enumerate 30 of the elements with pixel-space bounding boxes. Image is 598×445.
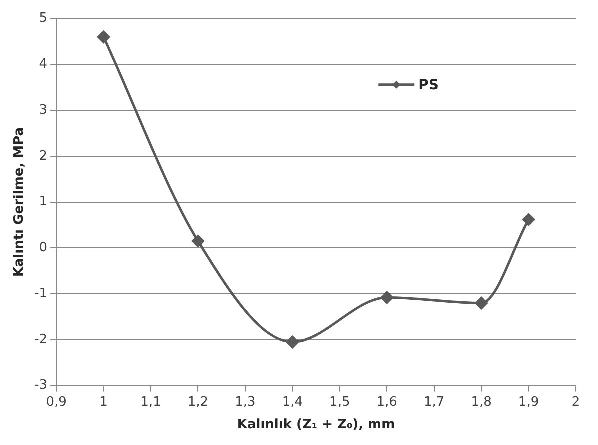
x-tick-label: 1,5 — [330, 394, 350, 410]
y-tick-label: -1 — [34, 286, 48, 302]
y-axis-title: Kalıntı Gerilme, MPa — [12, 127, 28, 278]
x-tick-label: 1,2 — [188, 394, 209, 410]
point — [192, 235, 204, 248]
x-tick-label: 2 — [572, 394, 580, 410]
y-tick-label: 0 — [39, 240, 48, 256]
y-tick-label: 2 — [39, 148, 48, 164]
x-tick-label: 1,7 — [424, 394, 445, 410]
x-tick-label: 1,3 — [235, 394, 256, 410]
y-tick-label: 3 — [39, 102, 48, 118]
x-tick-label: 1,8 — [471, 394, 492, 410]
point — [98, 30, 110, 44]
point — [522, 213, 536, 226]
point — [286, 336, 299, 348]
y-tick-label: 1 — [39, 194, 48, 210]
x-axis-title: Kalınlık (Z₁ + Z₀), mm — [237, 418, 396, 433]
point — [475, 296, 488, 310]
x-tick-label: 1,4 — [282, 394, 304, 410]
x-tick-label: 0,9 — [46, 394, 67, 410]
y-tick-label: -3 — [34, 378, 48, 394]
x-tick-label: 1,6 — [376, 394, 398, 410]
y-tick-label: -2 — [34, 332, 48, 348]
point — [380, 291, 394, 304]
x-tick-label: 1 — [100, 394, 108, 410]
y-tick-label: 5 — [39, 11, 48, 26]
legend-label: PS — [418, 78, 439, 94]
x-tick-label: 1,9 — [518, 394, 540, 410]
x-tick-label: 1,1 — [140, 394, 162, 410]
y-tick-label: 4 — [39, 57, 48, 72]
